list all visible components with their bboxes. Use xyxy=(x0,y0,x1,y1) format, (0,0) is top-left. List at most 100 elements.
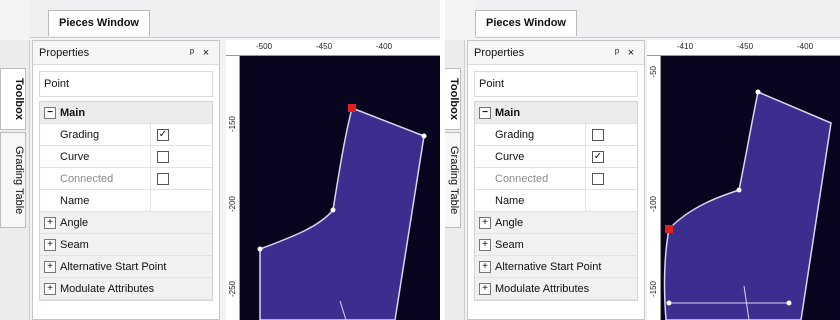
property-row-grading: Grading ✓ xyxy=(40,124,212,146)
property-row-connected: Connected xyxy=(40,168,212,190)
pin-icon[interactable]: ᵖ xyxy=(614,46,620,59)
property-name: Connected xyxy=(495,172,549,185)
property-row-grading: Grading xyxy=(475,124,637,146)
left-ruler: -150 -200 -250 xyxy=(226,56,240,320)
ruler-label: -450 xyxy=(737,42,754,51)
top-ruler: -410 -450 -400 xyxy=(647,40,840,56)
seam-line xyxy=(339,300,347,320)
property-row-name: Name xyxy=(475,190,637,212)
tab-strip: Pieces Window xyxy=(475,0,840,38)
property-row-connected: Connected xyxy=(475,168,637,190)
toolbox-tab[interactable]: Toolbox xyxy=(0,68,26,130)
section-main[interactable]: − Main xyxy=(40,102,212,124)
property-row-curve: Curve xyxy=(40,146,212,168)
tab-strip: Pieces Window xyxy=(30,0,440,38)
tab-pieces-window[interactable]: Pieces Window xyxy=(475,10,577,36)
close-icon[interactable]: × xyxy=(627,46,635,59)
piece-point[interactable] xyxy=(755,89,761,95)
properties-header: Properties ᵖ × xyxy=(468,41,644,65)
left-ruler: -50 -100 -150 xyxy=(647,56,661,320)
properties-title: Properties xyxy=(39,46,90,59)
expand-icon[interactable]: + xyxy=(479,238,491,251)
ruler-label: -150 xyxy=(228,116,237,133)
right-panel: Pieces Window Toolbox Grading Table Prop… xyxy=(445,0,840,320)
property-name: Curve xyxy=(495,150,525,163)
selected-point[interactable] xyxy=(665,225,673,233)
name-field[interactable] xyxy=(585,190,637,211)
category-seam[interactable]: + Seam xyxy=(40,234,212,256)
property-name: Grading xyxy=(495,128,535,141)
section-main[interactable]: − Main xyxy=(475,102,637,124)
grading-checkbox[interactable]: ✓ xyxy=(157,128,169,141)
property-name: Name xyxy=(60,194,90,207)
ruler-label: -150 xyxy=(649,281,658,298)
property-row-name: Name xyxy=(40,190,212,212)
object-type-field[interactable]: Point xyxy=(39,71,213,97)
ruler-label: -410 xyxy=(677,42,694,51)
ruler-label: -50 xyxy=(649,66,658,78)
pattern-piece[interactable] xyxy=(663,90,832,320)
side-tool-strip: Toolbox Grading Table xyxy=(445,40,465,320)
piece-point[interactable] xyxy=(786,300,792,306)
name-field[interactable] xyxy=(150,190,212,211)
pattern-piece-drawing[interactable] xyxy=(240,56,440,320)
close-icon[interactable]: × xyxy=(202,46,210,59)
piece-point[interactable] xyxy=(330,207,336,213)
pin-icon[interactable]: ᵖ xyxy=(189,46,195,59)
expand-icon[interactable]: + xyxy=(44,216,56,229)
piece-point[interactable] xyxy=(666,300,672,306)
curve-checkbox[interactable]: ✓ xyxy=(592,150,604,163)
top-ruler: -500 -450 -400 xyxy=(226,40,440,56)
tab-pieces-window[interactable]: Pieces Window xyxy=(48,10,150,36)
section-main-label: Main xyxy=(495,106,521,119)
drawing-area: -410 -450 -400 -50 -100 -150 xyxy=(647,40,840,320)
ruler-label: -500 xyxy=(256,42,273,51)
curve-checkbox[interactable] xyxy=(157,150,169,163)
grading-checkbox[interactable] xyxy=(592,128,604,141)
expand-icon[interactable]: + xyxy=(479,260,491,273)
expand-icon[interactable]: + xyxy=(479,282,491,295)
seam-line xyxy=(743,285,750,320)
drawing-area: -500 -450 -400 -150 -200 -250 xyxy=(226,40,440,320)
category-angle[interactable]: + Angle xyxy=(40,212,212,234)
pattern-piece[interactable] xyxy=(259,106,425,320)
object-type-field[interactable]: Point xyxy=(474,71,638,97)
property-name: Grading xyxy=(60,128,100,141)
pattern-canvas[interactable] xyxy=(240,56,440,320)
connected-checkbox[interactable] xyxy=(592,172,604,185)
category-alternative-start-point[interactable]: + Alternative Start Point xyxy=(40,256,212,278)
collapse-icon[interactable]: − xyxy=(479,106,491,119)
expand-icon[interactable]: + xyxy=(44,238,56,251)
toolbox-tab[interactable]: Toolbox xyxy=(445,68,461,130)
category-modulate-attributes[interactable]: + Modulate Attributes xyxy=(475,278,637,300)
category-alternative-start-point[interactable]: + Alternative Start Point xyxy=(475,256,637,278)
piece-point[interactable] xyxy=(257,246,263,252)
expand-icon[interactable]: + xyxy=(479,216,491,229)
expand-icon[interactable]: + xyxy=(44,282,56,295)
collapse-icon[interactable]: − xyxy=(44,106,56,119)
ruler-label: -200 xyxy=(228,196,237,213)
pattern-piece-drawing[interactable] xyxy=(661,56,840,320)
left-panel: Pieces Window Toolbox Grading Table Prop… xyxy=(0,0,440,320)
expand-icon[interactable]: + xyxy=(44,260,56,273)
ruler-label: -100 xyxy=(649,196,658,213)
property-row-curve: Curve ✓ xyxy=(475,146,637,168)
properties-panel: Properties ᵖ × Point − Main Grading ✓ Cu… xyxy=(32,40,220,320)
property-name: Name xyxy=(495,194,525,207)
grading-table-tab[interactable]: Grading Table xyxy=(0,132,26,228)
ruler-label: -400 xyxy=(376,42,393,51)
grading-table-tab[interactable]: Grading Table xyxy=(445,132,461,228)
category-modulate-attributes[interactable]: + Modulate Attributes xyxy=(40,278,212,300)
selected-point[interactable] xyxy=(348,104,356,112)
connected-checkbox[interactable] xyxy=(157,172,169,185)
property-grid: − Main Grading Curve ✓ Connected Name + xyxy=(474,101,638,301)
ruler-label: -400 xyxy=(797,42,814,51)
piece-point[interactable] xyxy=(736,187,742,193)
category-angle[interactable]: + Angle xyxy=(475,212,637,234)
property-grid: − Main Grading ✓ Curve Connected Name + xyxy=(39,101,213,301)
pattern-canvas[interactable] xyxy=(661,56,840,320)
piece-point[interactable] xyxy=(421,133,427,139)
properties-panel: Properties ᵖ × Point − Main Grading Curv… xyxy=(467,40,645,320)
category-seam[interactable]: + Seam xyxy=(475,234,637,256)
property-name: Connected xyxy=(60,172,114,185)
